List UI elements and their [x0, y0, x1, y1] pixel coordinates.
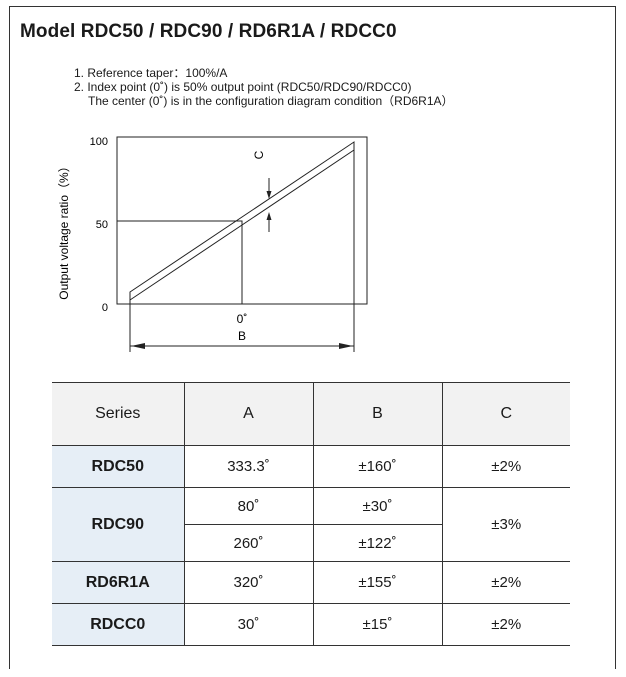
y-tick-0: 0: [102, 302, 108, 314]
a-cell: 260˚: [184, 524, 314, 562]
c-arrowhead-lower: [266, 212, 272, 220]
a-cell: 80˚: [183, 487, 314, 525]
b-cell: ±122˚: [312, 524, 442, 562]
output-characteristic-diagram: Output voltage ratio（%） 100 50 0 C 0˚ B: [57, 136, 368, 352]
series-cell: RDC90: [52, 487, 185, 562]
note-center: The center (0˚) is in the configuration …: [88, 94, 454, 108]
c-label: C: [252, 150, 266, 159]
guide-50-percent: [117, 220, 243, 304]
b-arrowhead-left: [131, 343, 145, 349]
c-cell: ±2%: [441, 445, 570, 488]
a-cell: 30˚: [183, 603, 314, 646]
b-cell: ±15˚: [312, 603, 443, 646]
table-row: RDC50 333.3˚ ±160˚ ±2%: [52, 445, 570, 488]
b-cell: ±160˚: [312, 445, 443, 488]
series-cell: RDCC0: [52, 603, 185, 646]
header-c: C: [441, 382, 570, 446]
note-index-point: 2. Index point (0˚) is 50% output point …: [74, 80, 412, 94]
a-cell: 320˚: [183, 561, 314, 604]
c-cell: ±2%: [441, 603, 570, 646]
b-label: B: [238, 329, 246, 343]
header-series: Series: [52, 382, 185, 446]
y-axis-label: Output voltage ratio（%）: [57, 160, 71, 299]
table-row: RD6R1A 320˚ ±155˚ ±2%: [52, 561, 570, 604]
y-tick-100: 100: [90, 136, 108, 148]
x-center-label: 0˚: [237, 312, 248, 326]
series-cell: RD6R1A: [52, 561, 185, 604]
content-frame: [9, 6, 616, 669]
table-row: RDC90 80˚ ±30˚ ±3%: [52, 487, 570, 562]
c-cell: ±2%: [441, 561, 570, 604]
page-title: Model RDC50 / RDC90 / RD6R1A / RDCC0: [20, 21, 397, 42]
a-cell: 333.3˚: [183, 445, 314, 488]
b-arrowhead-right: [339, 343, 353, 349]
table-row: RDCC0 30˚ ±15˚ ±2%: [52, 603, 570, 646]
note-reference-taper: 1. Reference taper：100%/A: [74, 66, 228, 80]
header-b: B: [312, 382, 443, 446]
table-row: 260˚ ±122˚: [52, 524, 570, 562]
specification-table: Series A B C RDC50 333.3˚ ±160˚ ±2% RDC9…: [52, 382, 570, 646]
notes-block: 1. Reference taper：100%/A 2. Index point…: [74, 66, 454, 108]
b-cell: ±155˚: [312, 561, 443, 604]
c-arrowhead-upper: [266, 191, 272, 199]
table-header-row: Series A B C: [52, 382, 570, 446]
y-tick-50: 50: [96, 219, 108, 231]
series-cell: RDC50: [52, 445, 185, 488]
b-cell: ±30˚: [312, 487, 443, 525]
header-a: A: [183, 382, 314, 446]
c-cell: ±3%: [441, 487, 570, 562]
